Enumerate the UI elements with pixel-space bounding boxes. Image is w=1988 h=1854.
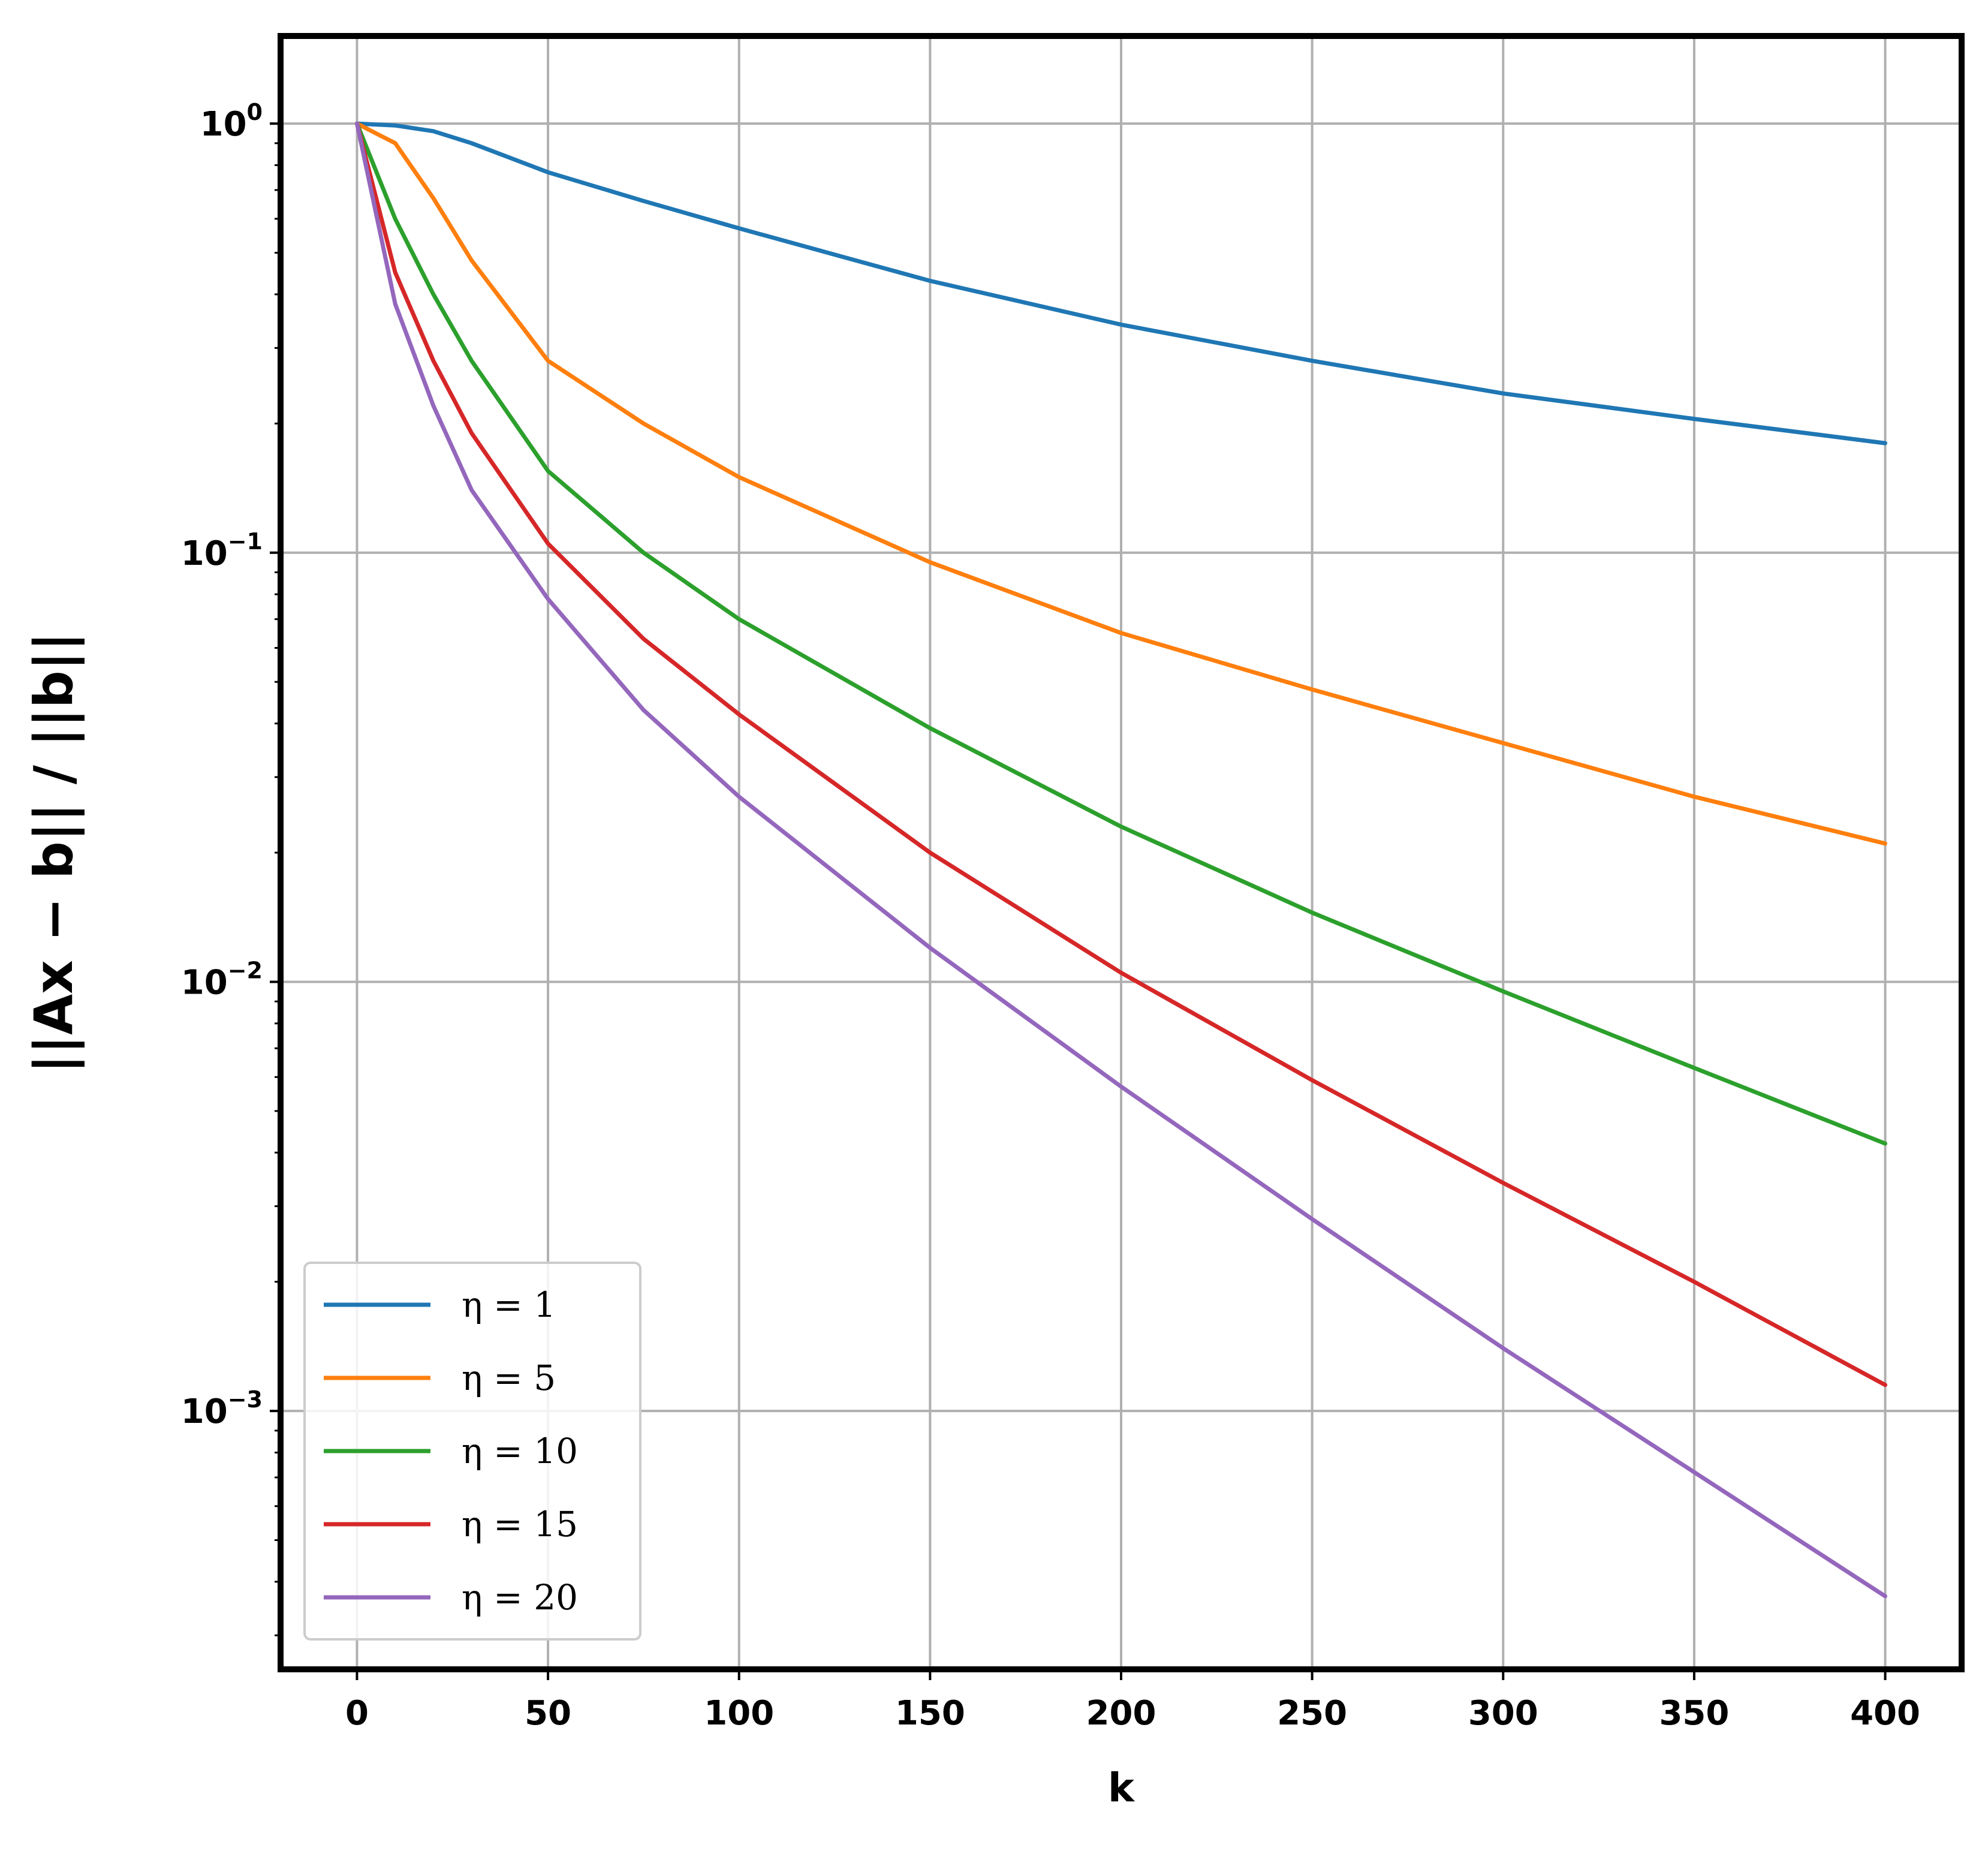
x-tick-label: 200 — [1086, 1694, 1156, 1733]
x-axis-ticks: 0 50 100 150 200 250 300 350 400 — [345, 1669, 1920, 1733]
x-axis-label: k — [1108, 1765, 1135, 1811]
series-line-3 — [355, 121, 1887, 1146]
y-axis-label: ||Ax − b|| / ||b|| — [23, 632, 85, 1073]
series-line-1 — [355, 121, 1887, 446]
y-tick-exponent: −2 — [228, 957, 263, 983]
y-tick-exponent: −3 — [228, 1386, 263, 1413]
y-tick-base: 10 — [181, 1392, 228, 1431]
x-tick-label: 0 — [345, 1694, 369, 1733]
x-tick-label: 300 — [1468, 1694, 1538, 1733]
y-tick-base: 10 — [181, 534, 228, 573]
y-tick-exponent: −1 — [228, 528, 263, 555]
legend-label-5: η = 20 — [462, 1577, 578, 1618]
x-tick-label: 350 — [1659, 1694, 1729, 1733]
series-line-4 — [355, 121, 1887, 1388]
x-tick-label: 400 — [1850, 1694, 1920, 1733]
series-lines — [355, 121, 1887, 1599]
series-line-5 — [355, 121, 1887, 1599]
y-tick-base: 10 — [200, 105, 247, 144]
y-tick-label: 10−2 — [181, 957, 263, 1002]
y-tick-base: 10 — [181, 963, 228, 1002]
legend-label-3: η = 10 — [462, 1431, 578, 1471]
grid — [281, 36, 1962, 1669]
x-tick-label: 250 — [1277, 1694, 1347, 1733]
x-tick-label: 50 — [525, 1694, 571, 1733]
legend: η = 1 η = 5 η = 10 η = 15 η = 20 — [303, 1262, 641, 1641]
y-tick-label: 10−3 — [181, 1386, 263, 1431]
y-tick-exponent: 0 — [247, 99, 263, 125]
legend-label-4: η = 15 — [462, 1504, 578, 1545]
legend-label-2: η = 5 — [462, 1358, 556, 1398]
y-tick-label: 10−1 — [181, 528, 263, 573]
x-tick-label: 150 — [895, 1694, 965, 1733]
legend-box — [303, 1262, 641, 1641]
legend-label-1: η = 1 — [462, 1284, 556, 1325]
series-line-2 — [355, 121, 1887, 846]
x-tick-label: 100 — [704, 1694, 774, 1733]
y-tick-label: 100 — [200, 99, 263, 144]
